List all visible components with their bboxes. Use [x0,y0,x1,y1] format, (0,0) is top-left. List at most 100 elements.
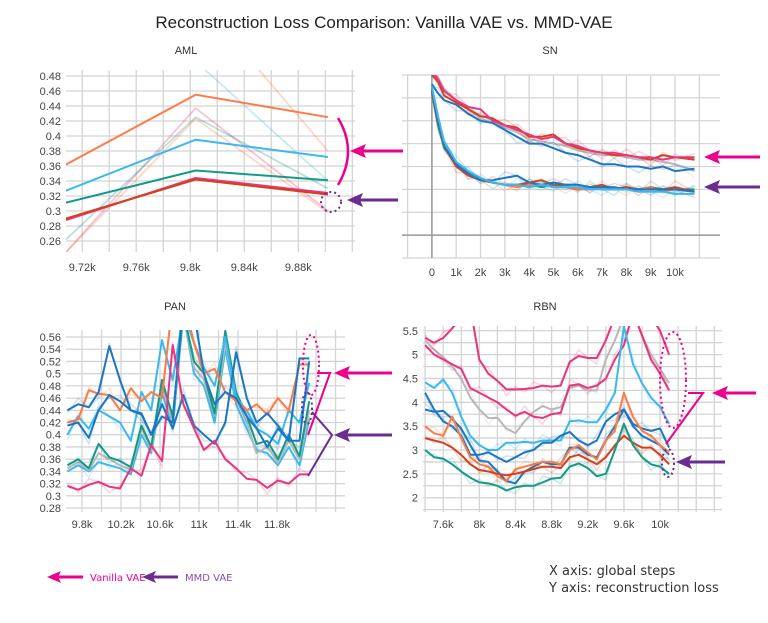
pan-mmd-ellipse [301,391,313,425]
pan-mmd-connector [307,411,334,477]
figure-title: Reconstruction Loss Comparison: Vanilla … [155,13,612,32]
x-tick-label: 1k [450,267,462,279]
series-line-blue [430,88,695,193]
series-group [424,326,671,495]
panel-title: RBN [533,301,556,313]
y-tick-label: 4.5 [403,373,418,385]
series-raw-line [431,92,695,199]
y-tick-label: 0.44 [40,405,61,417]
grid [66,70,355,252]
series-line-orange [66,117,329,252]
pan-mmd-arrowhead [334,428,350,442]
series-line-red [431,75,695,161]
aml-vanilla-arrowhead [350,144,366,158]
series-line-orange [424,391,670,482]
series-line-blue [66,345,310,445]
x-tick-label: 9.6k [614,519,635,531]
panel-title: PAN [164,301,186,313]
panel-sn: SN 0 1k 2k 3k 4k 5k 6k 7k 8k 9k 10k [402,45,720,279]
rbn-vanilla-arrowhead [712,386,728,400]
panel-aml: AML 9.72k 9.76k 9.8k 9.84k 9.88k 0.26 0.28 0.3 0.… [40,45,355,274]
y-tick-label: 0.46 [40,393,61,405]
pan-vanilla-arrowhead [334,366,350,380]
series-line-lightblue [204,70,329,182]
y-tick-label: 0.42 [40,116,61,128]
series-line-gray [424,326,670,435]
pan-vanilla-ellipse [302,334,320,396]
x-tick-label: 8k [473,519,485,531]
y-tick-label: 0.56 [40,332,61,344]
x-tick-label: 8.8k [541,519,562,531]
y-tick-label: 0.38 [40,442,61,454]
y-tick-label: 0.28 [40,503,61,515]
x-tick-label: 6k [572,267,584,279]
series-line-orange [67,330,310,424]
x-tick-label: 9.2k [577,519,598,531]
series-group [430,75,695,199]
series-raw-line [424,326,670,397]
x-tick-label: 7k [596,267,608,279]
y-tick-label: 2.5 [403,469,418,481]
series-line-pink [67,344,310,491]
legend: Vanilla VAE MMD VAE [47,571,233,584]
y-tick-label: 0.32 [40,479,61,491]
series-line-teal [424,422,670,492]
y-tick-label: 0.54 [40,344,61,356]
y-tick-label: 0.48 [40,71,61,83]
y-tick-label: 0.46 [40,86,61,98]
x-tick-label: 0 [429,267,435,279]
aml-vanilla-bracket [336,117,350,186]
series-line-lightblue [66,330,311,445]
x-tick-label: 11.4k [225,519,252,531]
panel-rbn: RBN 7.6k 8k 8.4k 8.8k 9.2k 9.6k 10k 2 2.5 3 3.5 4 4.5… [403,301,722,531]
series-line-teal [66,116,329,241]
series-line-orange [257,70,329,152]
x-tick-label: 8k [621,267,633,279]
y-tick-label: 0.4 [46,131,61,143]
y-tick-label: 0.26 [40,236,61,248]
y-tick-label: 0.3 [46,491,61,503]
rbn-vanilla-ellipse [659,331,687,429]
series-group [66,70,329,252]
x-axis-note: X axis: global steps [549,564,675,579]
annotations [301,117,760,478]
series-line-blue [67,330,311,448]
series-line-lightblue [430,86,695,195]
sn-vanilla-arrowhead [704,150,720,164]
y-tick-label: 5 [412,350,418,362]
series-line-blue [424,408,670,485]
y-axis-note: Y axis: reconstruction loss [548,581,719,596]
series-line-blue [431,83,695,173]
x-tick-label: 3k [499,267,511,279]
x-tick-label: 4k [523,267,535,279]
legend-vanilla-arrowhead [47,571,61,583]
y-tick-label: 0.3 [46,206,61,218]
x-tick-label: 11k [191,519,208,531]
y-tick-label: 0.52 [40,356,61,368]
series-line-pink [424,326,670,419]
x-tick-label: 9k [645,267,657,279]
series-line-pink [424,326,671,391]
panel-title: SN [542,45,557,57]
series-line-teal [66,330,311,470]
y-tick-label: 0.38 [40,146,61,158]
series-line-orange [66,93,329,166]
legend-vanilla-label: Vanilla VAE [90,573,146,584]
x-tick-label: 9.8k [72,519,93,531]
panel-title: AML [175,45,198,57]
rbn-mmd-ellipse [661,448,675,478]
series-line-red [66,178,329,220]
y-tick-label: 0.36 [40,161,61,173]
series-line-red [424,434,670,477]
x-tick-label: 11.8k [264,519,291,531]
y-tick-label: 4 [412,397,418,409]
series-raw-line [431,75,695,167]
y-tick-label: 3 [412,445,418,457]
x-tick-label: 2k [475,267,487,279]
x-tick-label: 8.4k [505,519,526,531]
series-raw-line [67,330,310,427]
rbn-mmd-arrowhead [676,455,692,469]
legend-mmd-label: MMD VAE [185,573,233,584]
